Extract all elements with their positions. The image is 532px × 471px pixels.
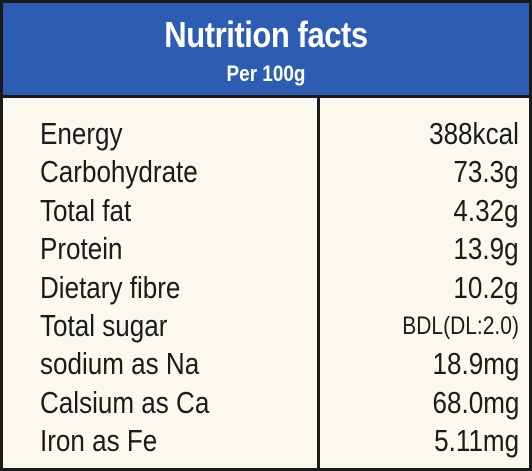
nutrient-amount: 68.0mg: [432, 384, 519, 420]
nutrient-row-protein: Protein 13.9g: [3, 230, 529, 268]
nutrient-amount: 4.32g: [453, 192, 519, 228]
nutrition-header: Nutrition facts Per 100g: [3, 3, 529, 98]
nutrient-amount: 18.9mg: [432, 346, 519, 382]
nutrient-row-dietary-fibre: Dietary fibre 10.2g: [3, 269, 529, 307]
nutrient-label: Iron as Fe: [40, 423, 158, 459]
nutrient-row-total-sugar: Total sugar BDL(DL:2.0): [3, 307, 529, 345]
nutrient-label: Carbohydrate: [40, 154, 198, 190]
nutrition-title: Nutrition facts: [164, 14, 368, 55]
column-divider: [317, 98, 320, 468]
serving-basis: Per 100g: [226, 61, 306, 86]
nutrient-label: Total fat: [40, 192, 132, 228]
nutrient-label: Dietary fibre: [40, 269, 181, 305]
nutrient-amount: 13.9g: [453, 231, 519, 267]
nutrient-row-sodium: sodium as Na 18.9mg: [3, 345, 529, 383]
nutrient-amount: 388kcal: [429, 116, 519, 151]
nutrient-label: Protein: [40, 231, 123, 267]
nutrient-list: Energy 388kcal Carbohydrate 73.3g Total …: [3, 115, 529, 461]
nutrient-amount: 5.11mg: [434, 423, 519, 459]
nutrient-label: Total sugar: [40, 307, 168, 343]
nutrient-row-total-fat: Total fat 4.32g: [3, 192, 529, 230]
nutrient-amount: 10.2g: [453, 269, 519, 305]
nutrient-label: sodium as Na: [40, 346, 200, 382]
nutrient-row-carbohydrate: Carbohydrate 73.3g: [3, 153, 529, 191]
nutrient-row-energy: Energy 388kcal: [3, 115, 529, 153]
nutrient-row-iron: Iron as Fe 5.11mg: [3, 422, 529, 460]
nutrient-label: Calsium as Ca: [40, 384, 210, 420]
nutrient-amount: 73.3g: [453, 154, 519, 190]
nutrient-label: Energy: [40, 116, 123, 151]
nutrient-amount: BDL(DL:2.0): [402, 311, 519, 340]
nutrient-row-calcium: Calsium as Ca 68.0mg: [3, 384, 529, 422]
